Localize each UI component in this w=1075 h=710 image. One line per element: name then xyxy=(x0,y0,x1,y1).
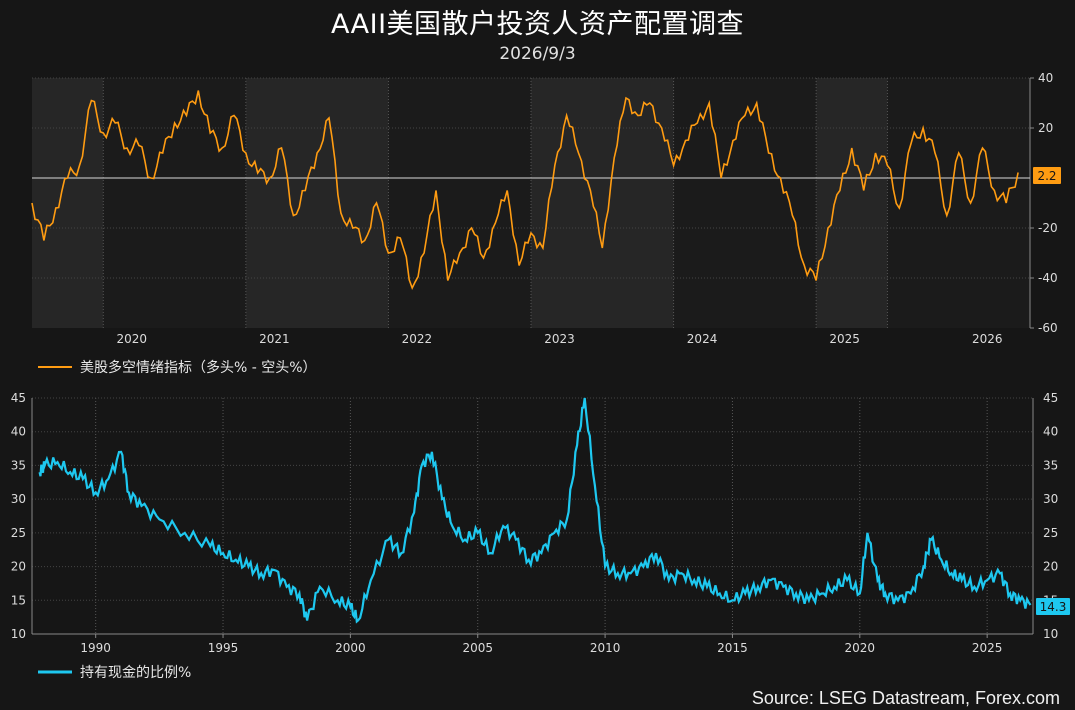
y-tick-label-right: 25 xyxy=(1043,526,1058,540)
x-tick-label: 2025 xyxy=(972,641,1003,655)
cash-series-line xyxy=(38,397,1032,624)
shade-band xyxy=(245,78,389,328)
x-tick-label: 2026 xyxy=(972,332,1003,346)
shade-band xyxy=(32,78,104,328)
x-tick-label: 2023 xyxy=(544,332,575,346)
cash-last-value: 14.3 xyxy=(1040,600,1067,614)
shade-band xyxy=(531,78,674,328)
x-tick-label: 2010 xyxy=(590,641,621,655)
y-tick-label: -60 xyxy=(1038,321,1058,335)
x-tick-label: 1995 xyxy=(208,641,239,655)
y-tick-label: 40 xyxy=(1038,71,1053,85)
sentiment-legend: 美股多空情绪指标（多头% - 空头%） xyxy=(38,359,317,376)
y-tick-label-left: 20 xyxy=(11,560,26,574)
shade-band xyxy=(816,78,888,328)
x-tick-label: 2022 xyxy=(402,332,433,346)
y-tick-label-left: 10 xyxy=(11,627,26,641)
sentiment-last-value: 2.2 xyxy=(1037,169,1056,183)
chart-title: AAII美国散户投资人资产配置调查 xyxy=(330,9,745,40)
x-tick-label: 2000 xyxy=(335,641,366,655)
y-tick-label-right: 40 xyxy=(1043,425,1058,439)
sentiment-chart: 2020 2021 2022 2023 2024 2025 2026 40 20 -20 -40 -… xyxy=(31,71,1061,376)
y-tick-label: -20 xyxy=(1038,221,1058,235)
y-tick-label-left: 45 xyxy=(11,391,26,405)
y-tick-label-right: 20 xyxy=(1043,560,1058,574)
sentiment-series-line xyxy=(31,90,1019,291)
y-tick-label: 20 xyxy=(1038,121,1053,135)
sentiment-legend-label: 美股多空情绪指标（多头% - 空头%） xyxy=(80,359,317,376)
y-tick-label: -40 xyxy=(1038,271,1058,285)
cash-legend: 持有现金的比例% xyxy=(38,665,191,681)
x-tick-label: 2024 xyxy=(687,332,718,346)
sentiment-last-value-tag: 2.2 xyxy=(1033,167,1061,184)
y-tick-label-right: 30 xyxy=(1043,492,1058,506)
y-tick-label-left: 15 xyxy=(11,593,26,607)
y-tick-label-left: 40 xyxy=(11,425,26,439)
x-tick-label: 1990 xyxy=(80,641,111,655)
x-tick-label: 2015 xyxy=(717,641,748,655)
x-tick-label: 2025 xyxy=(829,332,860,346)
source-note: Source: LSEG Datastream, Forex.com xyxy=(751,688,1060,708)
x-tick-label: 2020 xyxy=(117,332,148,346)
y-tick-label-left: 35 xyxy=(11,458,26,472)
y-tick-label-right: 10 xyxy=(1043,627,1058,641)
cash-last-value-tag: 14.3 xyxy=(1036,598,1070,615)
y-tick-label-left: 30 xyxy=(11,492,26,506)
cash-legend-label: 持有现金的比例% xyxy=(80,665,191,681)
x-tick-label: 2005 xyxy=(462,641,493,655)
x-tick-label: 2021 xyxy=(259,332,290,346)
x-tick-label: 2020 xyxy=(845,641,876,655)
y-tick-label-right: 35 xyxy=(1043,458,1058,472)
y-tick-label-right: 45 xyxy=(1043,391,1058,405)
chart-subtitle: 2026/9/3 xyxy=(499,44,576,64)
y-tick-label-left: 25 xyxy=(11,526,26,540)
